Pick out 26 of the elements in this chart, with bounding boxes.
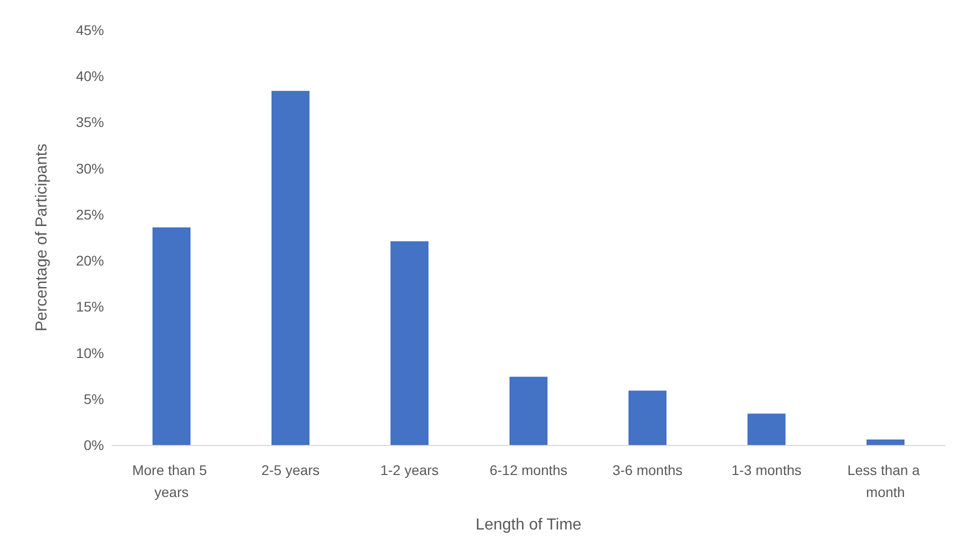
x-tick-label: Less than a month (847, 462, 924, 500)
x-axis-title: Length of Time (476, 516, 582, 534)
y-tick-label: 5% (84, 390, 104, 407)
x-tick-label: 2-5 years (261, 462, 320, 478)
y-tick-label: 15% (76, 298, 104, 315)
y-tick-label: 35% (76, 114, 104, 130)
bar (510, 376, 548, 445)
x-tick-label: 1-2 years (380, 462, 439, 478)
bar (866, 439, 904, 445)
bar (152, 227, 190, 445)
bar (390, 241, 428, 445)
x-tick-label: 1-3 months (731, 462, 802, 478)
y-tick-label: 0% (84, 437, 104, 453)
bar (628, 390, 666, 445)
y-tick-label: 40% (76, 68, 104, 84)
x-tick-label: 6-12 months (490, 462, 568, 478)
x-tick-label: 3-6 months (612, 462, 683, 478)
y-tick-label: 25% (76, 206, 104, 222)
bar (748, 414, 786, 445)
bar (272, 90, 310, 445)
y-axis-title: Percentage of Participants (34, 144, 50, 332)
y-tick-label: 10% (76, 344, 104, 361)
y-tick-label: 20% (76, 252, 104, 269)
y-tick-label: 45% (76, 22, 104, 38)
y-tick-label: 30% (76, 160, 104, 176)
x-tick-label: More than 5 years (132, 462, 211, 500)
